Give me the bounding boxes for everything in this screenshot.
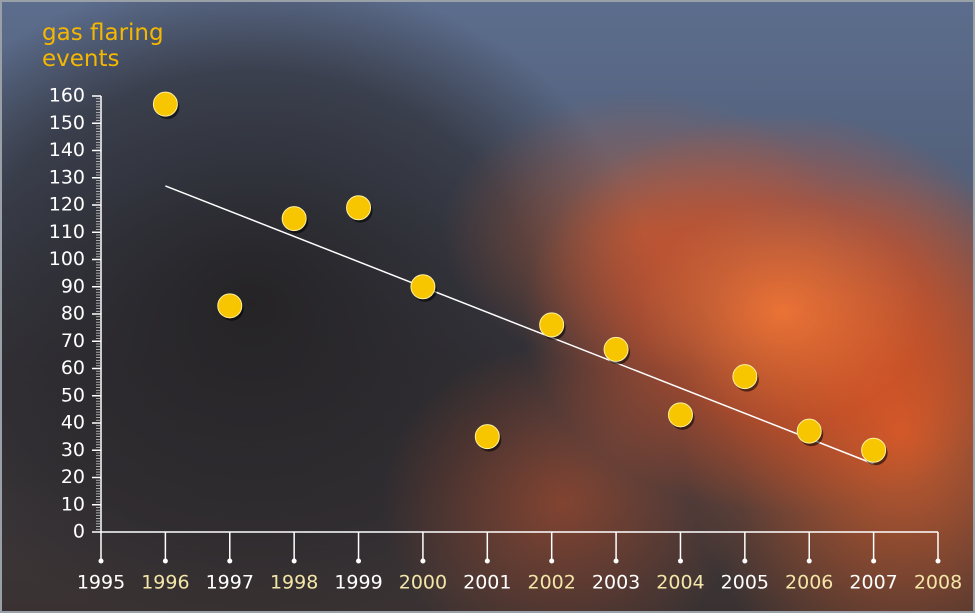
x-tick-label: 2003 <box>592 572 640 594</box>
x-tick-dot <box>484 558 490 564</box>
y-tick-label: 20 <box>61 466 85 488</box>
y-tick-label: 160 <box>49 85 85 107</box>
x-tick-dot <box>549 558 555 564</box>
y-tick-label: 110 <box>49 221 85 243</box>
x-tick-label: 1998 <box>270 572 318 594</box>
x-tick-dot <box>935 558 941 564</box>
point <box>861 437 887 463</box>
x-tick-dot <box>806 558 812 564</box>
x-tick-label: 2006 <box>785 572 833 594</box>
x-tick-dot <box>356 558 362 564</box>
y-tick-label: 60 <box>61 357 85 379</box>
x-tick-label: 2005 <box>721 572 769 594</box>
point <box>539 312 565 338</box>
y-tick-label: 150 <box>49 112 85 134</box>
x-tick-label: 1996 <box>141 572 189 594</box>
y-tick-label: 50 <box>61 384 85 406</box>
x-tick-label: 2000 <box>399 572 447 594</box>
y-tick-label: 0 <box>73 521 85 543</box>
y-tick-label: 100 <box>49 248 85 270</box>
point <box>732 364 758 390</box>
x-tick-dot <box>162 558 168 564</box>
point <box>152 91 178 117</box>
x-tick-dot <box>677 558 683 564</box>
x-tick-label: 1997 <box>206 572 254 594</box>
point <box>346 195 372 221</box>
point <box>796 418 822 444</box>
y-tick-label: 70 <box>61 330 85 352</box>
point <box>410 274 436 300</box>
x-tick-dot <box>742 558 748 564</box>
point <box>603 336 629 362</box>
x-tick-dot <box>871 558 877 564</box>
y-tick-label: 80 <box>61 303 85 325</box>
point <box>217 293 243 319</box>
y-tick-label: 120 <box>49 194 85 216</box>
y-tick-label: 40 <box>61 412 85 434</box>
point <box>474 424 500 450</box>
y-tick-label: 10 <box>61 493 85 515</box>
x-tick-dot <box>613 558 619 564</box>
x-tick-label: 1995 <box>77 572 125 594</box>
point <box>281 206 307 232</box>
x-tick-label: 2004 <box>656 572 704 594</box>
y-tick-label: 140 <box>49 139 85 161</box>
trend-line <box>165 185 874 465</box>
point <box>667 402 693 428</box>
x-tick-label: 2007 <box>849 572 897 594</box>
y-tick-label: 30 <box>61 439 85 461</box>
x-tick-label: 2002 <box>528 572 576 594</box>
x-tick-dot <box>291 558 297 564</box>
y-tick-label: 90 <box>61 275 85 297</box>
x-tick-label: 2001 <box>463 572 511 594</box>
y-axis-label: gas flaring events <box>42 20 164 72</box>
x-tick-dot <box>98 558 104 564</box>
x-tick-dot <box>420 558 426 564</box>
x-tick-dot <box>227 558 233 564</box>
x-tick-label: 2008 <box>914 572 962 594</box>
y-tick-label: 130 <box>49 166 85 188</box>
x-tick-label: 1999 <box>334 572 382 594</box>
